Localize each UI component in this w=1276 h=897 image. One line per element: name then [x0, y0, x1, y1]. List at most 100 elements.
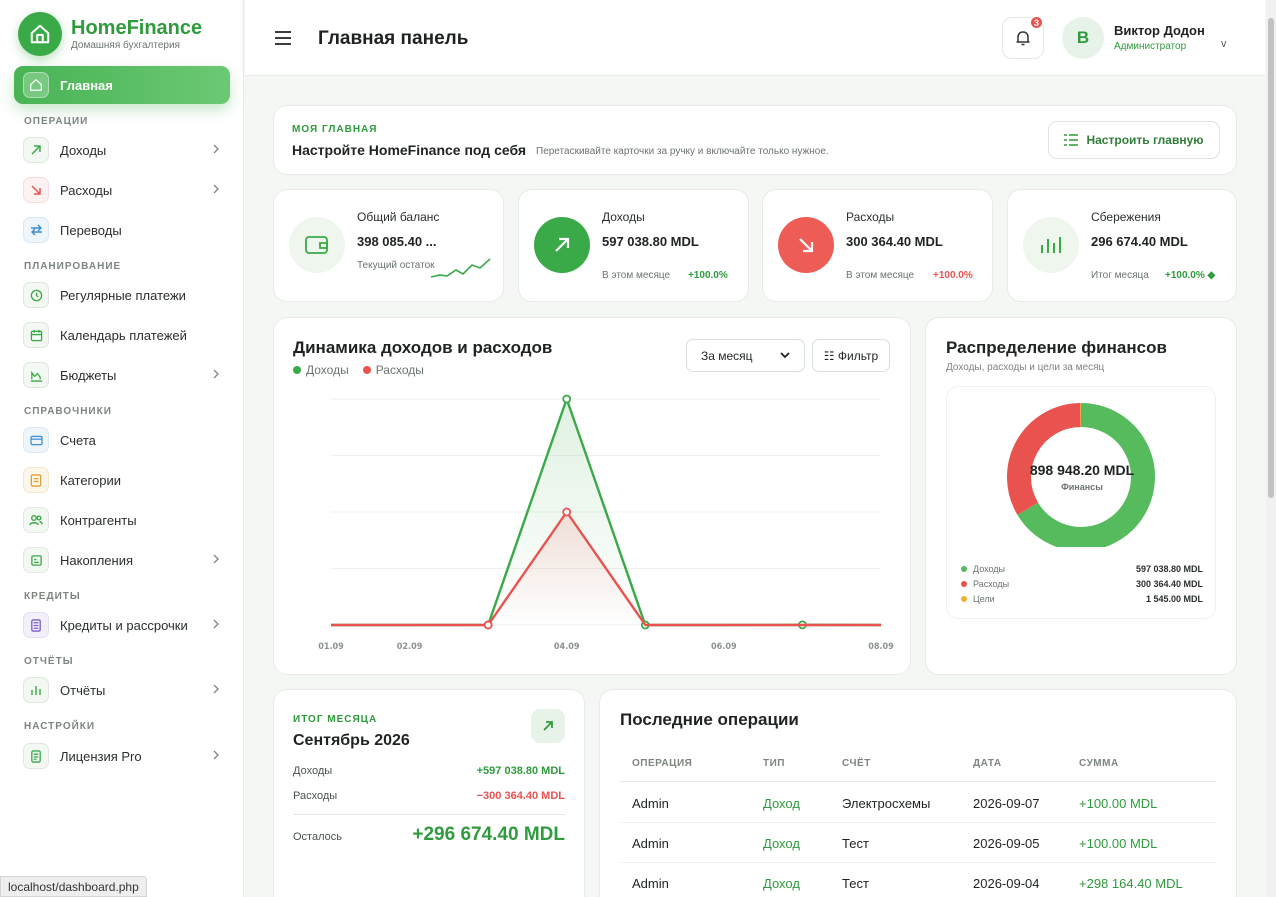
column-header[interactable]: СУММА — [1079, 758, 1119, 769]
status-bar-url: localhost/dashboard.php — [0, 876, 147, 897]
customize-title: Настройте HomeFinance под себя — [292, 142, 527, 158]
month-summary-expenses: Расходы −300 364.40 MDL — [293, 790, 565, 802]
period-select-value: За месяц — [701, 348, 753, 363]
sidebar-item-savings[interactable]: Накопления — [14, 543, 230, 577]
notifications-button[interactable]: 3 — [1002, 15, 1044, 59]
sidebar-item-label: Контрагенты — [60, 512, 137, 528]
data-point-expenses — [562, 507, 572, 517]
month-summary-open-button[interactable] — [531, 709, 565, 743]
home-icon — [23, 72, 49, 98]
hamburger-icon[interactable] — [275, 30, 291, 46]
stat-note: Итог месяца — [1091, 270, 1149, 281]
scrollbar-thumb[interactable] — [1268, 18, 1274, 498]
sidebar-item-calendar[interactable]: Календарь платежей — [14, 318, 230, 352]
stat-label: Общий баланс — [357, 210, 440, 224]
sidebar-item-reports[interactable]: Отчёты — [14, 673, 230, 707]
table-row[interactable]: Admin Доход Тест 2026-09-04 +298 164.40 … — [620, 863, 1216, 897]
avatar[interactable]: В — [1062, 17, 1104, 59]
distribution-legend-income: Доходы 597 038.80 MDL — [961, 564, 1203, 574]
customize-button[interactable]: Настроить главную — [1048, 121, 1220, 159]
sidebar-item-home[interactable]: Главная — [14, 66, 230, 104]
stat-card-expenses[interactable]: Расходы 300 364.40 MDL В этом месяце +10… — [762, 189, 993, 302]
page-title: Главная панель — [318, 28, 469, 49]
section-reports: ОТЧЁТЫ — [24, 656, 74, 667]
calendar-icon — [23, 322, 49, 348]
sidebar-item-categories[interactable]: Категории — [14, 463, 230, 497]
x-tick-label: 06.09 — [711, 642, 737, 652]
sidebar-item-license[interactable]: Лицензия Pro — [14, 739, 230, 773]
month-summary-left-label: Осталось — [293, 831, 342, 843]
chevron-right-icon — [213, 144, 219, 154]
line-chart: 01.09 02.09 04.09 06.09 08.09 — [318, 394, 894, 652]
data-point-expenses — [483, 620, 493, 630]
table-row[interactable]: Admin Доход Тест 2026-09-05 +100.00 MDL — [620, 823, 1216, 863]
x-tick-label: 08.09 — [868, 642, 894, 652]
sidebar: HomeFinance Домашняя бухгалтерия Главная… — [0, 0, 244, 897]
recent-operations-title: Последние операции — [620, 710, 799, 729]
sidebar-item-transfers[interactable]: Переводы — [14, 213, 230, 247]
sidebar-item-label: Лицензия Pro — [60, 748, 142, 764]
sidebar-item-label: Регулярные платежи — [60, 287, 186, 303]
piggy-bank-icon — [23, 547, 49, 573]
sidebar-item-label: Счета — [60, 432, 96, 448]
table-row[interactable]: Admin Доход Электросхемы 2026-09-07 +100… — [620, 783, 1216, 823]
chart-card: Динамика доходов и расходов Доходы Расхо… — [273, 317, 911, 675]
donut-slice-income[interactable] — [1017, 403, 1155, 547]
legend-income[interactable]: Доходы — [293, 363, 349, 377]
donut-slice-expenses[interactable] — [1007, 403, 1081, 515]
stat-label: Сбережения — [1091, 210, 1161, 224]
column-header[interactable]: ТИП — [763, 758, 785, 769]
stat-card-income[interactable]: Доходы 597 038.80 MDL В этом месяце +100… — [518, 189, 749, 302]
brand-subtitle: Домашняя бухгалтерия — [71, 40, 180, 51]
stat-note: В этом месяце — [602, 270, 671, 281]
stat-card-balance[interactable]: Общий баланс 398 085.40 ... Текущий оста… — [273, 189, 504, 302]
month-summary-card: ИТОГ МЕСЯЦА Сентябрь 2026 Доходы +597 03… — [273, 689, 585, 897]
month-summary-tag: ИТОГ МЕСЯЦА — [293, 714, 378, 725]
period-select[interactable]: За месяц — [686, 339, 805, 372]
bar-chart-icon — [23, 677, 49, 703]
stat-value: 597 038.80 MDL — [602, 234, 699, 249]
sidebar-item-budgets[interactable]: Бюджеты — [14, 358, 230, 392]
column-header[interactable]: СЧЁТ — [842, 758, 871, 769]
data-point-income — [562, 394, 572, 404]
brand[interactable]: HomeFinance Домашняя бухгалтерия — [18, 12, 202, 56]
user-menu-chevron-icon[interactable]: v — [1221, 38, 1227, 50]
distribution-title: Распределение финансов — [946, 338, 1167, 357]
chevron-right-icon — [213, 554, 219, 564]
customize-banner: МОЯ ГЛАВНАЯ Настройте HomeFinance под се… — [273, 105, 1237, 175]
sidebar-item-loans[interactable]: Кредиты и рассрочки — [14, 608, 230, 642]
stat-delta: +100.0% — [688, 270, 728, 281]
sidebar-item-recurring[interactable]: Регулярные платежи — [14, 278, 230, 312]
distribution-card: Распределение финансов Доходы, расходы и… — [925, 317, 1237, 675]
page-scrollbar[interactable] — [1266, 0, 1276, 897]
column-header[interactable]: ДАТА — [973, 758, 1002, 769]
series-line-expenses — [331, 510, 881, 627]
bell-icon — [1016, 31, 1030, 46]
stat-label: Расходы — [846, 210, 895, 224]
document-icon — [23, 467, 49, 493]
user-name[interactable]: Виктор Додон — [1114, 23, 1205, 38]
wallet-icon — [289, 217, 345, 273]
column-header[interactable]: ОПЕРАЦИЯ — [632, 758, 693, 769]
sidebar-item-accounts[interactable]: Счета — [14, 423, 230, 457]
stat-delta: +100.0% ◆ — [1165, 270, 1216, 281]
stat-card-savings[interactable]: Сбережения 296 674.40 MDL Итог месяца +1… — [1007, 189, 1237, 302]
filter-button[interactable]: ☷ Фильтр — [812, 339, 890, 372]
chevron-right-icon — [213, 750, 219, 760]
sidebar-item-income[interactable]: Доходы — [14, 133, 230, 167]
customize-tag: МОЯ ГЛАВНАЯ — [292, 124, 378, 135]
sidebar-item-label: Расходы — [60, 182, 113, 198]
chart-title: Динамика доходов и расходов — [293, 338, 553, 357]
sidebar-item-label: Отчёты — [60, 682, 106, 698]
stat-note: Текущий остаток — [357, 260, 435, 271]
sidebar-item-counterparties[interactable]: Контрагенты — [14, 503, 230, 537]
brand-name: HomeFinance — [71, 17, 203, 39]
section-operations: ОПЕРАЦИИ — [24, 116, 89, 127]
sidebar-item-expenses[interactable]: Расходы — [14, 173, 230, 207]
stat-value: 398 085.40 ... — [357, 234, 437, 249]
bar-chart-icon — [1023, 217, 1079, 273]
sparkline-icon — [430, 258, 491, 278]
sidebar-item-label: Накопления — [60, 552, 134, 568]
stat-value: 300 364.40 MDL — [846, 234, 943, 249]
legend-expenses[interactable]: Расходы — [362, 363, 424, 377]
